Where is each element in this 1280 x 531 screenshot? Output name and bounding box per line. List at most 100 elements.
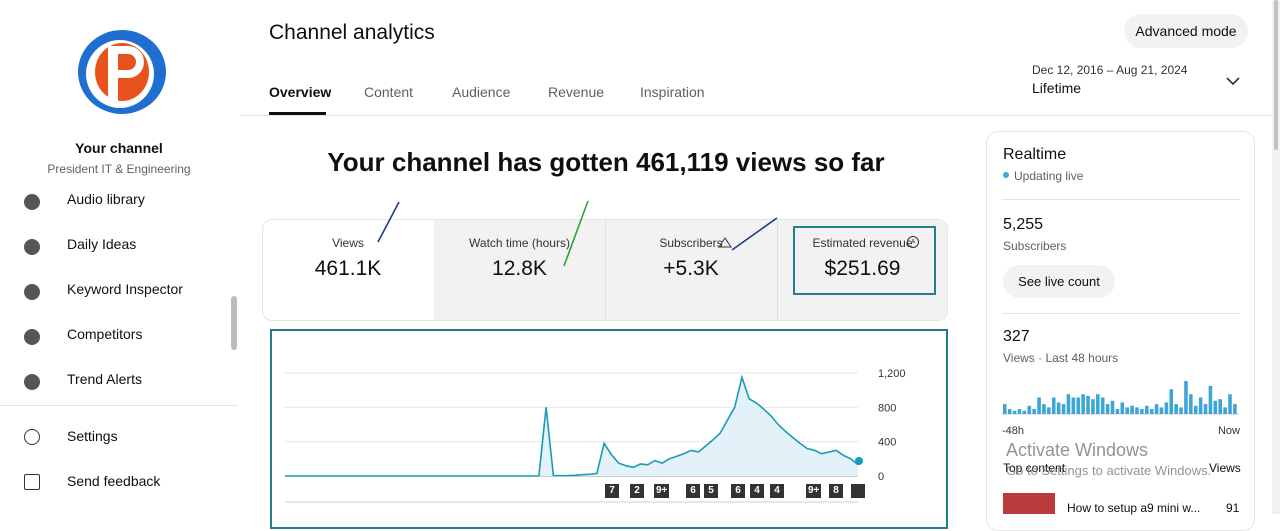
bar [1003,404,1007,414]
realtime-chart: -48h Now [1002,381,1240,437]
bar [1012,410,1017,414]
bar [1223,407,1227,414]
top-content-label: Top content [1003,461,1066,475]
bar [1037,397,1041,414]
bar [1056,402,1061,414]
chart-badge[interactable]: 9+ [806,484,822,498]
tab[interactable]: Inspiration [640,84,705,100]
y-tick-label: 400 [878,437,896,449]
menu-icon[interactable] [24,474,40,490]
chart-badge[interactable]: 8 [829,484,843,498]
bar [1100,397,1105,414]
bar [1105,404,1110,414]
header-divider [240,115,1272,116]
channel-logo[interactable] [70,26,170,118]
tab[interactable]: Overview [269,84,332,100]
bar [1135,407,1139,414]
bar [1081,394,1085,414]
bar [1149,409,1154,414]
bar [1110,400,1115,414]
live-count-button[interactable]: See live count [1003,265,1115,298]
card-background [434,220,947,320]
menu-item[interactable]: Send feedback [67,473,161,489]
metric-label[interactable]: Views [332,236,364,250]
metric-label[interactable]: Subscribers [659,236,723,250]
headline: Your channel has gotten 461,119 views so… [327,147,885,177]
bar [1071,397,1076,414]
subscriber-label: Subscribers [1003,239,1067,253]
channel-name: President IT & Engineering [47,162,191,176]
chart-badge[interactable]: 6 [731,484,745,498]
menu-item[interactable]: Audio library [67,191,145,207]
page-scrollbar[interactable] [1272,0,1280,514]
bar [1115,409,1120,414]
menu-item[interactable]: Competitors [67,326,143,342]
menu-icon[interactable] [24,374,40,390]
menu-item[interactable]: Trend Alerts [67,371,142,387]
period[interactable]: Lifetime [1032,80,1082,96]
bar [1213,400,1218,414]
bar [1051,397,1056,414]
bar [1144,405,1149,414]
bar [1193,405,1198,414]
y-tick-label: 1,200 [878,368,906,380]
menu-icon[interactable] [24,239,40,255]
advanced-mode-button[interactable]: Advanced mode [1124,14,1248,48]
bar [1022,410,1027,414]
tab[interactable]: Content [364,84,414,100]
tab-indicator [269,112,326,115]
metric-cards [262,219,948,321]
menu-icon[interactable] [24,429,40,445]
page-title: Channel analytics [269,21,435,44]
chart-badge[interactable]: 7 [605,484,619,498]
divider [1002,313,1240,314]
bar [1184,381,1188,414]
bar [1120,402,1125,414]
bar [1218,399,1223,414]
card-divider [777,220,778,320]
metric-value: 461.1K [314,257,382,280]
bar [1208,385,1213,414]
tab[interactable]: Audience [452,84,511,100]
metric-label[interactable]: Estimated revenue [812,236,913,250]
views-count: 327 [1003,328,1030,345]
bar [1017,409,1022,414]
dropdown-icon[interactable] [1226,76,1240,86]
current-point [855,457,863,465]
play-button[interactable] [851,484,865,498]
chart-badge[interactable]: 2 [630,484,644,498]
bar [1076,397,1081,414]
menu-item[interactable]: Keyword Inspector [67,281,183,297]
thumbnail[interactable] [1003,493,1055,514]
bar [1096,394,1100,414]
views-chart: 0 400 800 1,200 [285,368,906,503]
bar [1228,394,1232,414]
top-item-views: 91 [1226,501,1240,515]
chart-badge[interactable]: 6 [686,484,700,498]
chart-badge[interactable]: 5 [704,484,718,498]
realtime-status: Updating live [1014,169,1084,183]
chart-badge[interactable]: 4 [750,484,764,498]
menu-item[interactable]: Daily Ideas [67,236,137,252]
watermark-title: Activate Windows [1006,440,1149,460]
x-tick-label: Now [1218,425,1240,437]
chart-badge[interactable]: 9+ [654,484,670,498]
menu-item[interactable]: Settings [67,428,118,444]
bar [1233,404,1237,414]
tab[interactable]: Revenue [548,84,605,100]
realtime-title: Realtime [1003,146,1067,163]
date-range[interactable]: Dec 12, 2016 – Aug 21, 2024 [1032,63,1188,77]
chart-badge[interactable]: 4 [770,484,784,498]
metric-label[interactable]: Watch time (hours) [469,236,570,250]
menu-icon[interactable] [24,194,40,210]
top-item-title[interactable]: How to setup a9 mini w... [1067,501,1201,515]
y-tick-label: 0 [878,471,884,483]
sidebar-scrollbar[interactable] [231,296,237,350]
bar [1179,407,1183,414]
menu-icon[interactable] [24,284,40,300]
divider [0,405,238,406]
channel-label[interactable]: Your channel [75,140,163,156]
divider [1002,199,1240,200]
menu-icon[interactable] [24,329,40,345]
